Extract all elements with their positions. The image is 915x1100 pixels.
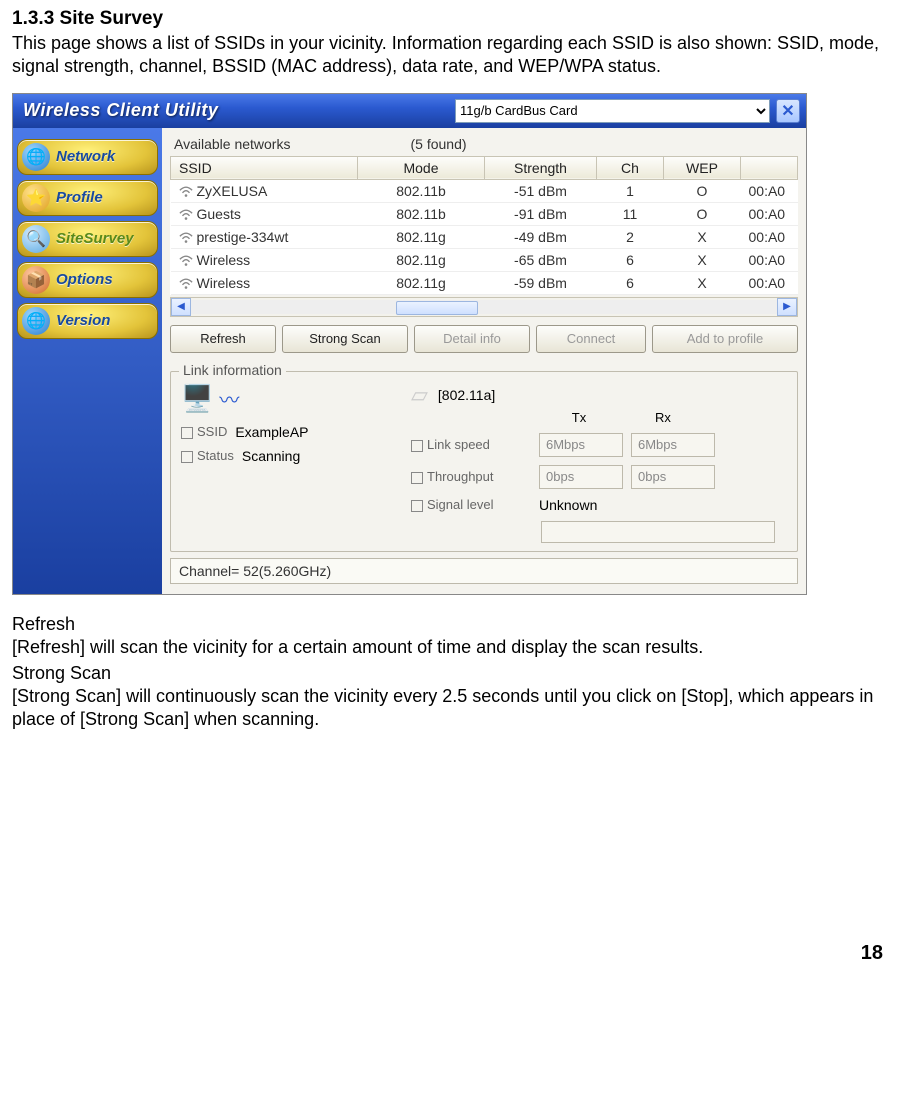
card-icon: ▱ bbox=[411, 382, 428, 408]
status-label: Status bbox=[181, 448, 234, 463]
table-row[interactable]: Wireless802.11g-59 dBm6X00:A0 bbox=[171, 271, 798, 294]
sidebar: 🌐 Network ⭐ Profile 🔍 SiteSurvey 📦 Optio… bbox=[13, 128, 162, 594]
signal-label: Signal level bbox=[411, 497, 531, 512]
nav-label: Options bbox=[56, 271, 113, 288]
table-row[interactable]: prestige-334wt802.11g-49 dBm2X00:A0 bbox=[171, 225, 798, 248]
close-icon[interactable]: ✕ bbox=[776, 99, 800, 123]
col-mode[interactable]: Mode bbox=[358, 156, 485, 179]
col-ch[interactable]: Ch bbox=[597, 156, 664, 179]
network-table: SSID Mode Strength Ch WEP ZyXELUSA802.11… bbox=[170, 156, 798, 295]
strong-scan-term: Strong Scan bbox=[12, 662, 903, 685]
main-panel: Available networks (5 found) SSID Mode S… bbox=[162, 128, 806, 594]
throughput-tx: 0bps bbox=[539, 465, 623, 489]
signal-icon: 〰 bbox=[219, 384, 239, 413]
section-intro: This page shows a list of SSIDs in your … bbox=[12, 32, 903, 79]
globe-icon: 🌐 bbox=[22, 143, 50, 171]
app-window: Wireless Client Utility 11g/b CardBus Ca… bbox=[12, 93, 807, 595]
nav-profile[interactable]: ⭐ Profile bbox=[17, 180, 158, 216]
status-value: Scanning bbox=[242, 448, 300, 464]
col-extra[interactable] bbox=[741, 156, 798, 179]
card-select[interactable]: 11g/b CardBus Card bbox=[455, 99, 770, 123]
rx-header: Rx bbox=[625, 410, 701, 425]
computer-icon: 🖥️ bbox=[181, 383, 213, 414]
table-row[interactable]: Guests802.11b-91 dBm11O00:A0 bbox=[171, 202, 798, 225]
signal-bar bbox=[541, 521, 775, 543]
scroll-right-icon[interactable]: ▶ bbox=[777, 298, 797, 316]
titlebar: Wireless Client Utility 11g/b CardBus Ca… bbox=[13, 94, 806, 128]
refresh-term: Refresh bbox=[12, 613, 903, 636]
section-heading: 1.3.3 Site Survey bbox=[12, 8, 903, 30]
link-information-panel: Link information 🖥️ 〰 SSID ExampleAP Sta… bbox=[170, 371, 798, 552]
strong-scan-description: [Strong Scan] will continuously scan the… bbox=[12, 685, 903, 732]
nav-network[interactable]: 🌐 Network bbox=[17, 139, 158, 175]
mode-label: [802.11a] bbox=[438, 387, 495, 403]
col-ssid[interactable]: SSID bbox=[171, 156, 358, 179]
connect-button[interactable]: Connect bbox=[536, 325, 646, 353]
star-icon: ⭐ bbox=[22, 184, 50, 212]
throughput-label: Throughput bbox=[411, 469, 531, 484]
tx-header: Tx bbox=[541, 410, 617, 425]
app-title: Wireless Client Utility bbox=[19, 100, 218, 121]
nav-options[interactable]: 📦 Options bbox=[17, 262, 158, 298]
col-strength[interactable]: Strength bbox=[485, 156, 597, 179]
table-row[interactable]: Wireless802.11g-65 dBm6X00:A0 bbox=[171, 248, 798, 271]
linkspeed-label: Link speed bbox=[411, 437, 531, 452]
col-wep[interactable]: WEP bbox=[664, 156, 741, 179]
nav-version[interactable]: 🌐 Version bbox=[17, 303, 158, 339]
add-to-profile-button[interactable]: Add to profile bbox=[652, 325, 798, 353]
refresh-description: [Refresh] will scan the vicinity for a c… bbox=[12, 636, 903, 659]
channel-info: Channel= 52(5.260GHz) bbox=[170, 558, 798, 584]
linkspeed-rx: 6Mbps bbox=[631, 433, 715, 457]
nav-sitesurvey[interactable]: 🔍 SiteSurvey bbox=[17, 221, 158, 257]
signal-value: Unknown bbox=[539, 497, 597, 513]
nav-label: Version bbox=[56, 312, 110, 329]
ssid-value: ExampleAP bbox=[235, 424, 308, 440]
found-count: (5 found) bbox=[410, 136, 466, 152]
search-icon: 🔍 bbox=[22, 225, 50, 253]
scroll-left-icon[interactable]: ◀ bbox=[171, 298, 191, 316]
available-label: Available networks bbox=[174, 136, 290, 152]
strong-scan-button[interactable]: Strong Scan bbox=[282, 325, 408, 353]
refresh-button[interactable]: Refresh bbox=[170, 325, 276, 353]
linkspeed-tx: 6Mbps bbox=[539, 433, 623, 457]
horizontal-scrollbar[interactable]: ◀ ▶ bbox=[170, 297, 798, 317]
table-row[interactable]: ZyXELUSA802.11b-51 dBm1O00:A0 bbox=[171, 179, 798, 202]
detail-info-button[interactable]: Detail info bbox=[414, 325, 530, 353]
nav-label: SiteSurvey bbox=[56, 230, 134, 247]
page-number: 18 bbox=[12, 942, 903, 965]
box-icon: 📦 bbox=[22, 266, 50, 294]
link-legend: Link information bbox=[179, 362, 286, 378]
scroll-thumb[interactable] bbox=[396, 301, 478, 315]
nav-label: Network bbox=[56, 148, 115, 165]
throughput-rx: 0bps bbox=[631, 465, 715, 489]
nav-label: Profile bbox=[56, 189, 103, 206]
globe-icon: 🌐 bbox=[22, 307, 50, 335]
ssid-label: SSID bbox=[181, 424, 227, 439]
